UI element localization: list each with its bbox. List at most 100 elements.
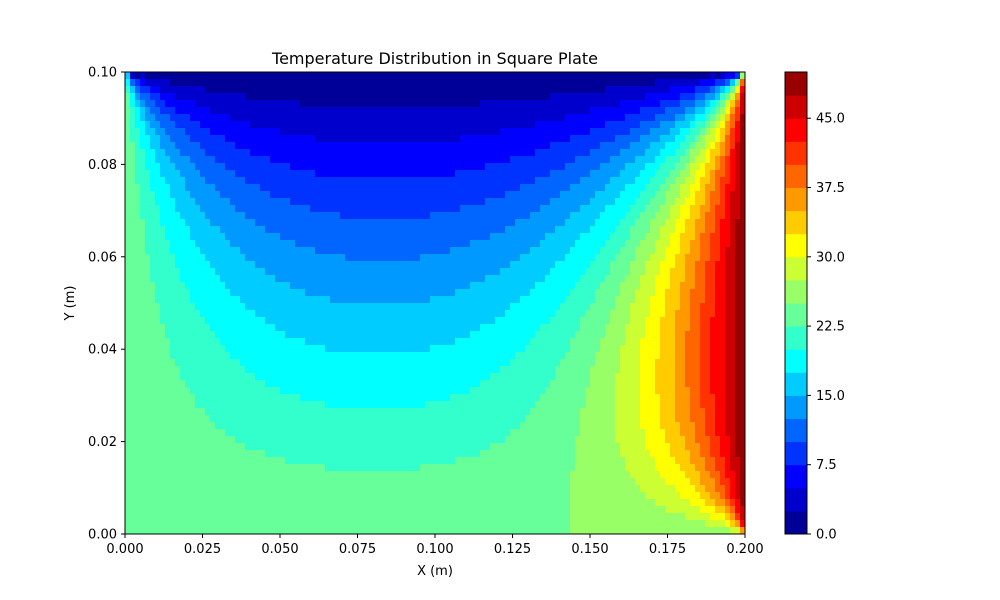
contour-cell	[175, 219, 181, 227]
contour-cell	[420, 72, 426, 80]
contour-cell	[235, 184, 241, 192]
contour-cell	[690, 275, 696, 283]
contour-cell	[635, 177, 641, 185]
contour-cell	[225, 226, 231, 234]
contour-cell	[360, 93, 366, 101]
contour-cell	[375, 331, 381, 339]
contour-cell	[140, 93, 146, 101]
contour-cell	[340, 303, 346, 311]
contour-cell	[150, 282, 156, 290]
contour-cell	[230, 212, 236, 220]
contour-cell	[285, 121, 291, 129]
contour-cell	[630, 114, 636, 122]
contour-cell	[195, 310, 201, 318]
contour-cell	[285, 163, 291, 171]
contour-cell	[605, 114, 611, 122]
contour-cell	[410, 184, 416, 192]
contour-cell	[575, 121, 581, 129]
contour-cell	[295, 254, 301, 262]
contour-cell	[415, 163, 421, 171]
contour-cell	[415, 86, 421, 94]
contour-cell	[255, 114, 261, 122]
contour-cell	[305, 310, 311, 318]
contour-cell	[380, 163, 386, 171]
contour-cell	[150, 233, 156, 241]
contour-cell	[570, 247, 576, 255]
contour-cell	[440, 240, 446, 248]
contour-cell	[495, 261, 501, 269]
contour-cell	[615, 219, 621, 227]
contour-cell	[365, 170, 371, 178]
contour-cell	[640, 219, 646, 227]
contour-cell	[355, 156, 361, 164]
contour-cell	[205, 345, 211, 353]
contour-cell	[360, 156, 366, 164]
contour-cell	[525, 233, 531, 241]
contour-cell	[670, 205, 676, 213]
contour-cell	[285, 212, 291, 220]
contour-cell	[350, 345, 356, 353]
contour-cell	[580, 86, 586, 94]
contour-cell	[235, 338, 241, 346]
contour-cell	[335, 107, 341, 115]
contour-cell	[530, 170, 536, 178]
contour-cell	[475, 261, 481, 269]
contour-cell	[215, 254, 221, 262]
contour-cell	[585, 317, 591, 325]
contour-cell	[685, 240, 691, 248]
contour-cell	[320, 128, 326, 136]
contour-cell	[380, 142, 386, 150]
contour-cell	[725, 296, 731, 304]
contour-cell	[610, 184, 616, 192]
contour-cell	[725, 289, 731, 297]
contour-cell	[460, 163, 466, 171]
contour-cell	[355, 324, 361, 332]
contour-cell	[475, 275, 481, 283]
contour-cell	[530, 121, 536, 129]
contour-cell	[615, 331, 621, 339]
contour-cell	[585, 100, 591, 108]
contour-cell	[280, 233, 286, 241]
contour-cell	[125, 135, 131, 143]
contour-cell	[510, 247, 516, 255]
contour-cell	[720, 107, 726, 115]
contour-cell	[170, 331, 176, 339]
contour-cell	[435, 79, 441, 87]
contour-cell	[580, 212, 586, 220]
contour-cell	[365, 345, 371, 353]
contour-cell	[705, 86, 711, 94]
contour-cell	[505, 289, 511, 297]
contour-cell	[665, 135, 671, 143]
contour-cell	[580, 233, 586, 241]
contour-cell	[520, 212, 526, 220]
contour-cell	[480, 233, 486, 241]
contour-cell	[680, 324, 686, 332]
contour-cell	[160, 205, 166, 213]
contour-cell	[655, 142, 661, 150]
contour-cell	[430, 240, 436, 248]
contour-cell	[200, 149, 206, 157]
contour-cell	[140, 198, 146, 206]
contour-cell	[325, 331, 331, 339]
contour-cell	[735, 261, 741, 269]
contour-cell	[690, 128, 696, 136]
contour-cell	[255, 86, 261, 94]
contour-cell	[485, 142, 491, 150]
contour-cell	[710, 317, 716, 325]
contour-cell	[525, 163, 531, 171]
contour-cell	[625, 205, 631, 213]
contour-cell	[535, 107, 541, 115]
contour-cell	[405, 100, 411, 108]
contour-cell	[500, 345, 506, 353]
contour-cell	[225, 135, 231, 143]
contour-cell	[445, 303, 451, 311]
contour-cell	[450, 191, 456, 199]
contour-cell	[720, 310, 726, 318]
contour-cell	[340, 324, 346, 332]
contour-cell	[355, 338, 361, 346]
contour-cell	[540, 205, 546, 213]
contour-cell	[475, 198, 481, 206]
contour-cell	[685, 93, 691, 101]
contour-cell	[730, 149, 736, 157]
contour-cell	[645, 142, 651, 150]
